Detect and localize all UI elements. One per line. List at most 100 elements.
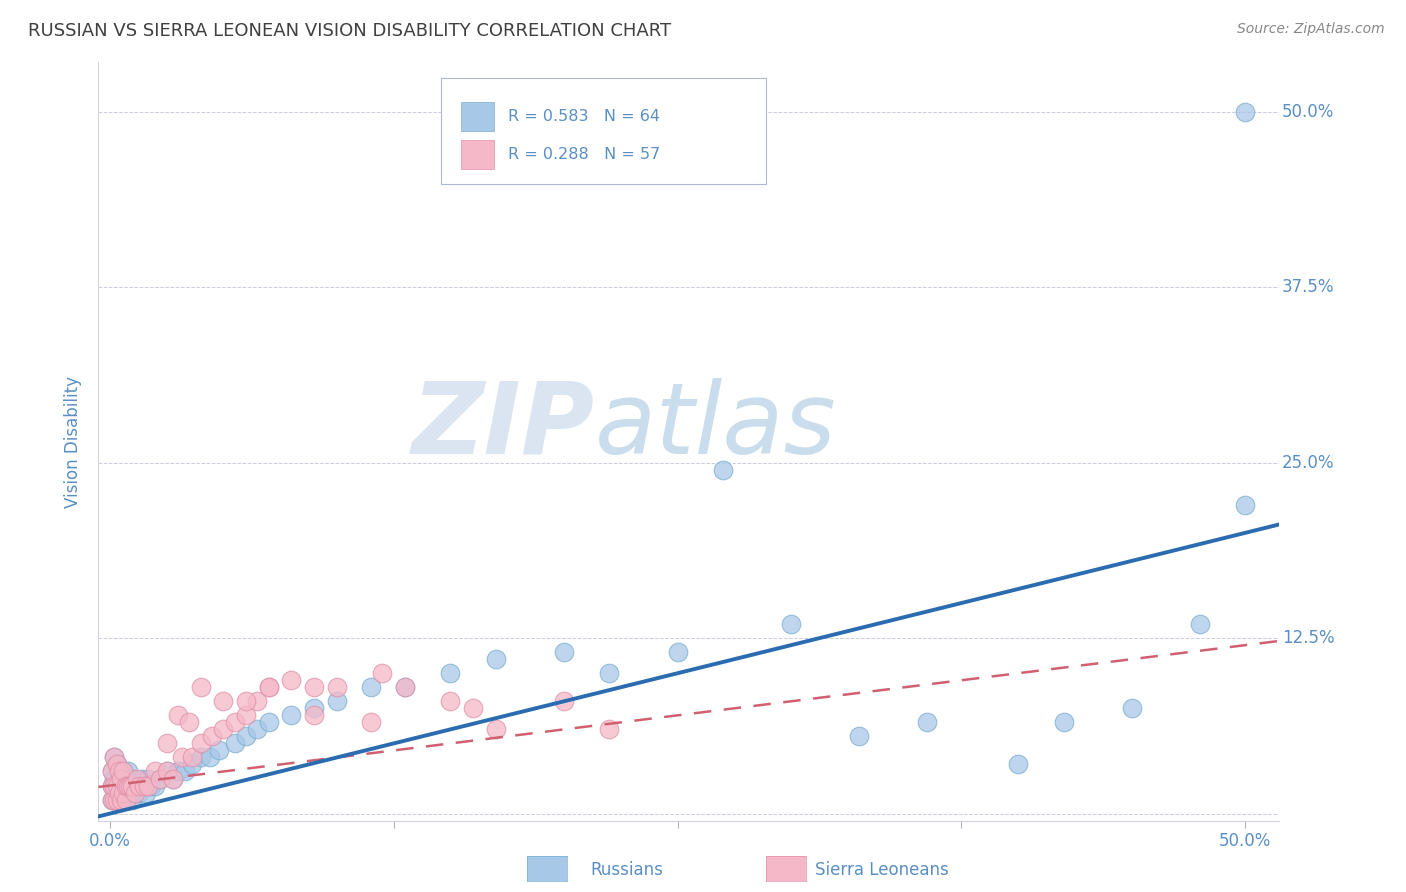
Point <box>103 772 125 786</box>
Point <box>235 694 257 708</box>
Point <box>598 666 620 681</box>
Point <box>1234 498 1257 512</box>
Point <box>101 764 124 779</box>
Point <box>110 792 132 806</box>
Point <box>257 715 280 730</box>
Point <box>208 743 231 757</box>
Point <box>105 757 128 772</box>
Text: 50.0%: 50.0% <box>1282 103 1334 120</box>
Point <box>117 786 139 800</box>
Point <box>360 680 382 694</box>
Point <box>394 680 416 694</box>
Point <box>711 462 734 476</box>
Text: RUSSIAN VS SIERRA LEONEAN VISION DISABILITY CORRELATION CHART: RUSSIAN VS SIERRA LEONEAN VISION DISABIL… <box>28 22 671 40</box>
Point <box>125 779 148 793</box>
Point <box>190 680 212 694</box>
Point <box>780 617 803 632</box>
Point <box>224 715 246 730</box>
Point <box>201 730 224 744</box>
Point <box>190 750 212 764</box>
Point <box>101 779 124 793</box>
Point <box>173 764 195 779</box>
Point <box>917 715 939 730</box>
Text: ZIP: ZIP <box>412 378 595 475</box>
Point <box>155 736 177 750</box>
Point <box>114 779 136 793</box>
Point <box>180 757 202 772</box>
Point <box>463 701 485 715</box>
Point <box>131 772 153 786</box>
Point <box>117 779 139 793</box>
Point <box>180 750 202 764</box>
Text: 12.5%: 12.5% <box>1282 629 1334 647</box>
Point <box>1007 757 1029 772</box>
Point <box>172 750 194 764</box>
Point <box>112 764 135 779</box>
Point <box>108 786 131 800</box>
Point <box>112 786 135 800</box>
Point <box>246 694 269 708</box>
Point <box>101 792 124 806</box>
Point <box>485 723 508 737</box>
Point <box>121 772 143 786</box>
Point <box>120 779 142 793</box>
Text: Source: ZipAtlas.com: Source: ZipAtlas.com <box>1237 22 1385 37</box>
Text: 37.5%: 37.5% <box>1282 278 1334 296</box>
Point <box>360 715 382 730</box>
FancyBboxPatch shape <box>441 78 766 184</box>
Point <box>235 708 257 723</box>
Point <box>246 723 269 737</box>
Point <box>257 680 280 694</box>
Text: R = 0.288   N = 57: R = 0.288 N = 57 <box>508 146 661 161</box>
Point <box>371 666 394 681</box>
Point <box>101 779 124 793</box>
Point <box>124 786 146 800</box>
Point <box>155 764 177 779</box>
Point <box>114 792 136 806</box>
Bar <box>461 140 494 169</box>
Point <box>190 736 212 750</box>
Point <box>101 764 124 779</box>
Point <box>124 786 146 800</box>
Point <box>110 772 132 786</box>
Point <box>302 701 325 715</box>
Point <box>212 694 235 708</box>
Point <box>117 764 139 779</box>
Point <box>103 750 125 764</box>
Point <box>149 772 172 786</box>
Text: 25.0%: 25.0% <box>1282 454 1334 472</box>
Point <box>103 750 125 764</box>
Point <box>112 786 135 800</box>
Point <box>1188 617 1211 632</box>
Point <box>132 779 155 793</box>
Point <box>105 792 128 806</box>
Point <box>162 772 184 786</box>
Point <box>128 786 150 800</box>
Point <box>280 708 302 723</box>
Y-axis label: Vision Disability: Vision Disability <box>65 376 83 508</box>
Point <box>394 680 416 694</box>
Point <box>235 730 257 744</box>
Point <box>1234 104 1257 119</box>
Point <box>139 779 162 793</box>
Text: R = 0.583   N = 64: R = 0.583 N = 64 <box>508 109 661 124</box>
Point <box>143 779 166 793</box>
Point <box>598 723 620 737</box>
Point <box>326 694 349 708</box>
Point <box>162 772 184 786</box>
Point <box>138 779 160 793</box>
Point <box>1121 701 1143 715</box>
Point <box>302 708 325 723</box>
Point <box>103 792 125 806</box>
Text: Russians: Russians <box>591 861 664 879</box>
Point <box>114 792 136 806</box>
Point <box>553 645 575 659</box>
Point <box>105 779 128 793</box>
Text: Sierra Leoneans: Sierra Leoneans <box>815 861 949 879</box>
Point <box>439 694 461 708</box>
Point <box>302 680 325 694</box>
Point <box>224 736 246 750</box>
Point <box>103 779 125 793</box>
Point <box>167 708 190 723</box>
Point <box>212 723 235 737</box>
